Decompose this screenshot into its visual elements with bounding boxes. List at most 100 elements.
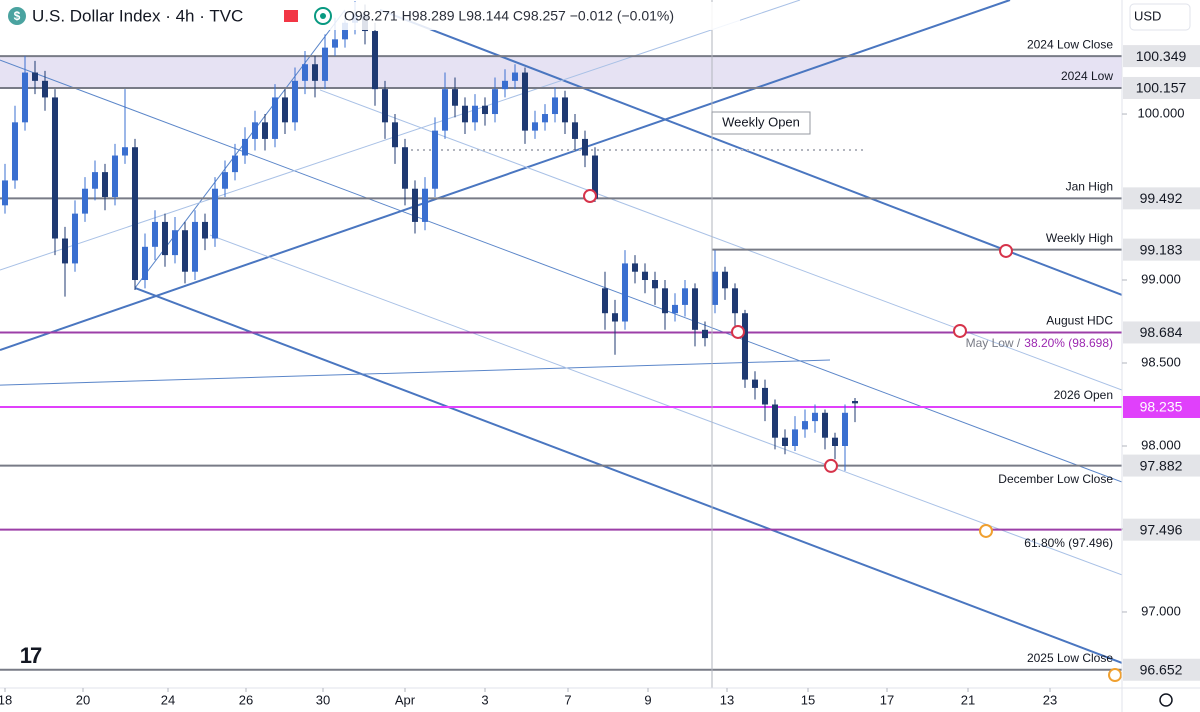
candle-body <box>492 89 498 115</box>
candle-body <box>452 89 458 106</box>
flag-icon[interactable] <box>284 10 298 22</box>
status-icon <box>314 7 332 25</box>
candle-body <box>382 89 388 123</box>
candle-body <box>552 97 558 115</box>
candle-body <box>652 280 658 289</box>
candle-body <box>302 64 308 81</box>
candle-body <box>532 122 538 131</box>
weekly-open-box <box>711 111 811 135</box>
level-price-label: 98.684 <box>1140 324 1183 340</box>
candle-body <box>72 213 78 264</box>
candle-body <box>512 72 518 81</box>
x-tick-label: 20 <box>76 692 90 707</box>
marker <box>583 189 597 204</box>
trendline <box>134 287 1122 664</box>
candle-body <box>572 122 578 139</box>
candle-body <box>242 138 248 156</box>
level-label: 2024 Low Close <box>1027 37 1113 51</box>
level-price-label: 96.652 <box>1140 661 1183 677</box>
candle-body <box>392 122 398 148</box>
x-tick-label: Apr <box>395 692 416 707</box>
settings-icon[interactable] <box>1159 693 1173 707</box>
levels: 2024 Low Close 100.349 2024 Low 100.157 Jan … <box>998 37 1200 681</box>
fib-382-label: 38.20% (98.698) <box>1024 336 1113 350</box>
candle-body <box>702 329 708 339</box>
candle-body <box>272 97 278 139</box>
candle-body <box>222 172 228 189</box>
level-price-box <box>1123 454 1200 477</box>
candle-body <box>192 221 198 272</box>
level-price-label: 99.183 <box>1140 241 1183 257</box>
candle-body <box>182 230 188 272</box>
level-zone <box>0 56 1122 88</box>
level-label: 61.80% (97.496) <box>1024 536 1113 550</box>
x-tick-label: 9 <box>644 692 651 707</box>
candle-body <box>32 72 38 81</box>
level-price-label: 97.882 <box>1140 457 1183 473</box>
x-tick-label: 18 <box>0 692 12 707</box>
candle-body <box>212 188 218 239</box>
candle-body <box>522 72 528 131</box>
trendline <box>209 234 1122 576</box>
candle-body <box>92 172 98 189</box>
candle-body <box>602 288 608 314</box>
candle-body <box>692 288 698 330</box>
marker <box>731 324 745 339</box>
y-tick-label: 100.000 <box>1138 105 1185 120</box>
level-price-box <box>1123 395 1200 418</box>
marker <box>953 323 967 338</box>
marker <box>979 523 993 538</box>
candle-body <box>622 263 628 322</box>
candle-body <box>752 379 758 388</box>
candle-body <box>462 105 468 123</box>
candle-body <box>252 122 258 139</box>
candle-body <box>632 263 638 272</box>
level-label: 2025 Low Close <box>1027 651 1113 665</box>
candle-body <box>682 288 688 305</box>
candle-body <box>712 271 718 305</box>
trendline <box>0 359 831 386</box>
candle-body <box>112 155 118 198</box>
level-label: Weekly High <box>1046 231 1113 245</box>
candle-body <box>282 97 288 123</box>
candle-body <box>402 147 408 189</box>
marker <box>999 243 1013 258</box>
candle-body <box>442 89 448 131</box>
candle-body <box>562 97 568 123</box>
trendline <box>0 0 1011 352</box>
candle-body <box>372 31 378 90</box>
candle-body <box>432 130 438 189</box>
marker <box>1108 668 1122 683</box>
ohlc-values: O98.271 H98.289 L98.144 C98.257 −0.012 (… <box>344 8 674 24</box>
candle-body <box>672 304 678 314</box>
candle-body <box>772 404 778 438</box>
candle-body <box>542 114 548 123</box>
candle-body <box>202 221 208 239</box>
currency-label: USD <box>1134 8 1161 23</box>
level-price-label: 100.349 <box>1136 48 1187 64</box>
may-low-annotation: May Low /38.20% (98.698) <box>966 336 1113 350</box>
candle-body <box>332 39 338 48</box>
marker <box>824 458 838 473</box>
symbol-icon <box>8 7 26 25</box>
level-label: August HDC <box>1046 314 1113 328</box>
may-low-label: May Low / <box>966 336 1021 350</box>
candle-body <box>502 80 508 90</box>
candle-body <box>42 80 48 98</box>
candle-body <box>262 122 268 139</box>
candle-body <box>292 80 298 123</box>
plot-area <box>0 0 1122 683</box>
x-tick-label: 24 <box>161 692 175 707</box>
candle-body <box>232 155 238 173</box>
candle-body <box>822 412 828 438</box>
candle-body <box>592 155 598 199</box>
candle-body <box>342 22 348 40</box>
symbol-icon-glyph: $ <box>14 9 21 23</box>
y-tick-label: 98.500 <box>1141 354 1181 369</box>
candle-body <box>62 238 68 264</box>
currency-selector[interactable] <box>1129 3 1191 31</box>
candle-body <box>52 97 58 239</box>
candle-body <box>842 412 848 446</box>
